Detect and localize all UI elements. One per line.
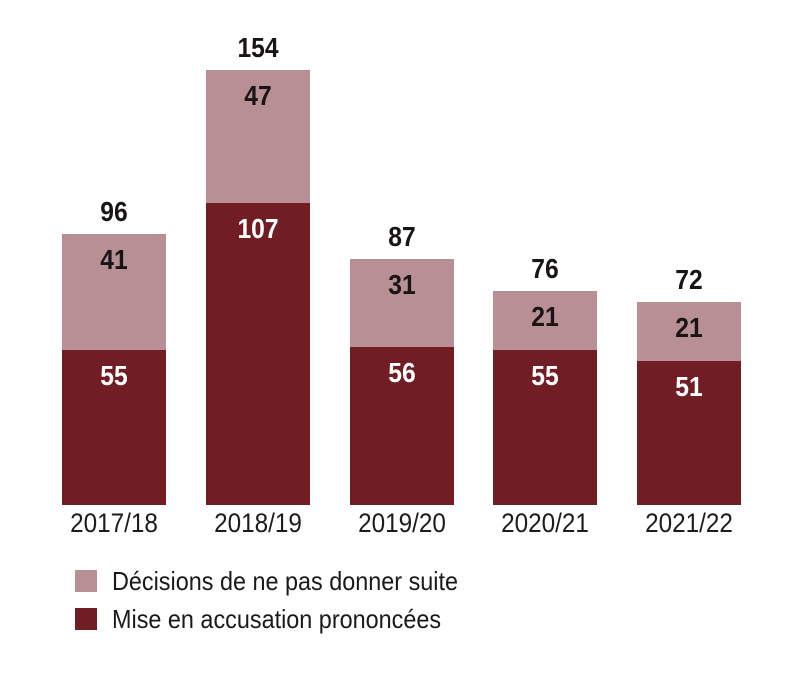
bar-2021-22: 72 21 51 [637, 265, 741, 505]
bar-segment-value: 21 [675, 312, 703, 343]
bar-segment-value: 47 [244, 80, 272, 111]
bar-segment-value: 51 [675, 371, 703, 402]
bar-segment-ne-pas-donner-suite: 41 [62, 234, 166, 350]
legend-item: Décisions de ne pas donner suite [75, 566, 496, 596]
x-axis-label: 2021/22 [645, 508, 733, 538]
bar-segment-mise-en-accusation: 55 [493, 350, 597, 505]
bar-segment-mise-en-accusation: 107 [206, 203, 310, 505]
bar-2018-19: 154 47 107 [206, 33, 310, 505]
x-axis-label: 2017/18 [70, 508, 158, 538]
bar-total-label: 154 [237, 32, 279, 63]
bar-segment-mise-en-accusation: 55 [62, 350, 166, 505]
bar-segment-value: 107 [237, 213, 279, 244]
bar-segment-value: 31 [388, 269, 416, 300]
bar-segment-value: 55 [531, 360, 559, 391]
bar-total-label: 87 [388, 221, 416, 252]
bar-segment-mise-en-accusation: 51 [637, 361, 741, 505]
bar-2019-20: 87 31 56 [350, 222, 454, 505]
bar-segment-value: 55 [100, 360, 128, 391]
bar-segment-value: 41 [100, 244, 128, 275]
bar-segment-ne-pas-donner-suite: 31 [350, 259, 454, 347]
x-axis-label: 2018/19 [214, 508, 302, 538]
legend-label: Décisions de ne pas donner suite [112, 565, 459, 596]
legend-item: Mise en accusation prononcées [75, 604, 496, 634]
plot-area: 96 41 55 154 47 107 87 31 56 76 21 55 72 21 51 [62, 33, 741, 505]
bar-segment-ne-pas-donner-suite: 21 [637, 302, 741, 361]
bar-segment-ne-pas-donner-suite: 21 [493, 291, 597, 350]
bar-2020-21: 76 21 55 [493, 254, 597, 505]
x-axis-label: 2019/20 [358, 508, 446, 538]
legend: Décisions de ne pas donner suite Mise en … [75, 566, 496, 646]
bar-segment-mise-en-accusation: 56 [350, 347, 454, 505]
legend-swatch [75, 608, 97, 630]
bar-segment-value: 56 [388, 357, 416, 388]
bar-segment-ne-pas-donner-suite: 47 [206, 70, 310, 203]
bar-total-label: 96 [100, 196, 128, 227]
bar-2017-18: 96 41 55 [62, 197, 166, 505]
legend-label: Mise en accusation prononcées [112, 603, 442, 634]
bar-segment-value: 21 [531, 301, 559, 332]
x-axis: 2017/18 2018/19 2019/20 2020/21 2021/22 [0, 506, 800, 542]
x-axis-label: 2020/21 [501, 508, 589, 538]
bar-total-label: 76 [531, 253, 559, 284]
legend-swatch [75, 570, 97, 592]
bar-total-label: 72 [675, 264, 703, 295]
